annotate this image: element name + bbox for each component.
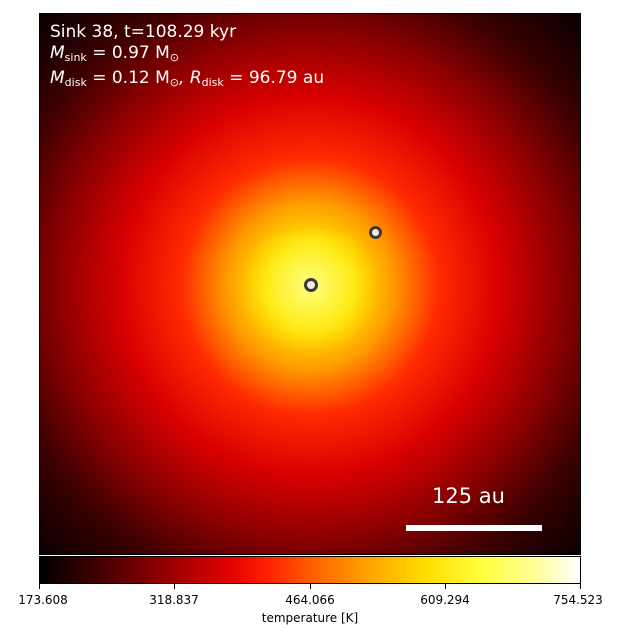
colorbar-tick-label: 609.294 [420, 593, 470, 607]
colorbar-tick-label: 754.523 [553, 593, 603, 607]
scale-bar-label: 125 au [432, 484, 505, 508]
colorbar-tick [174, 584, 175, 589]
colorbar-label: temperature [K] [261, 611, 359, 625]
colorbar-tick [39, 584, 40, 589]
sink-info: Sink 38, t=108.29 kyr Msink = 0.97 M⊙ Md… [50, 22, 324, 93]
sink-secondary [369, 226, 382, 239]
scale-bar [406, 525, 542, 531]
colorbar-tick-label: 173.608 [18, 593, 68, 607]
colorbar-tick-label: 318.837 [149, 593, 199, 607]
colorbar-tick [580, 584, 581, 589]
colorbar-tick-label: 464.066 [285, 593, 335, 607]
sink-mass: Msink = 0.97 M⊙ [50, 43, 180, 64]
image-panel: Sink 38, t=108.29 kyr Msink = 0.97 M⊙ Md… [39, 13, 581, 555]
sink-title: Sink 38, t=108.29 kyr [50, 22, 237, 42]
sink-primary [304, 278, 318, 292]
colorbar [39, 556, 581, 584]
colorbar-tick [310, 584, 311, 589]
disk-info: Mdisk = 0.12 M⊙, Rdisk = 96.79 au [50, 68, 325, 89]
colorbar-tick [445, 584, 446, 589]
